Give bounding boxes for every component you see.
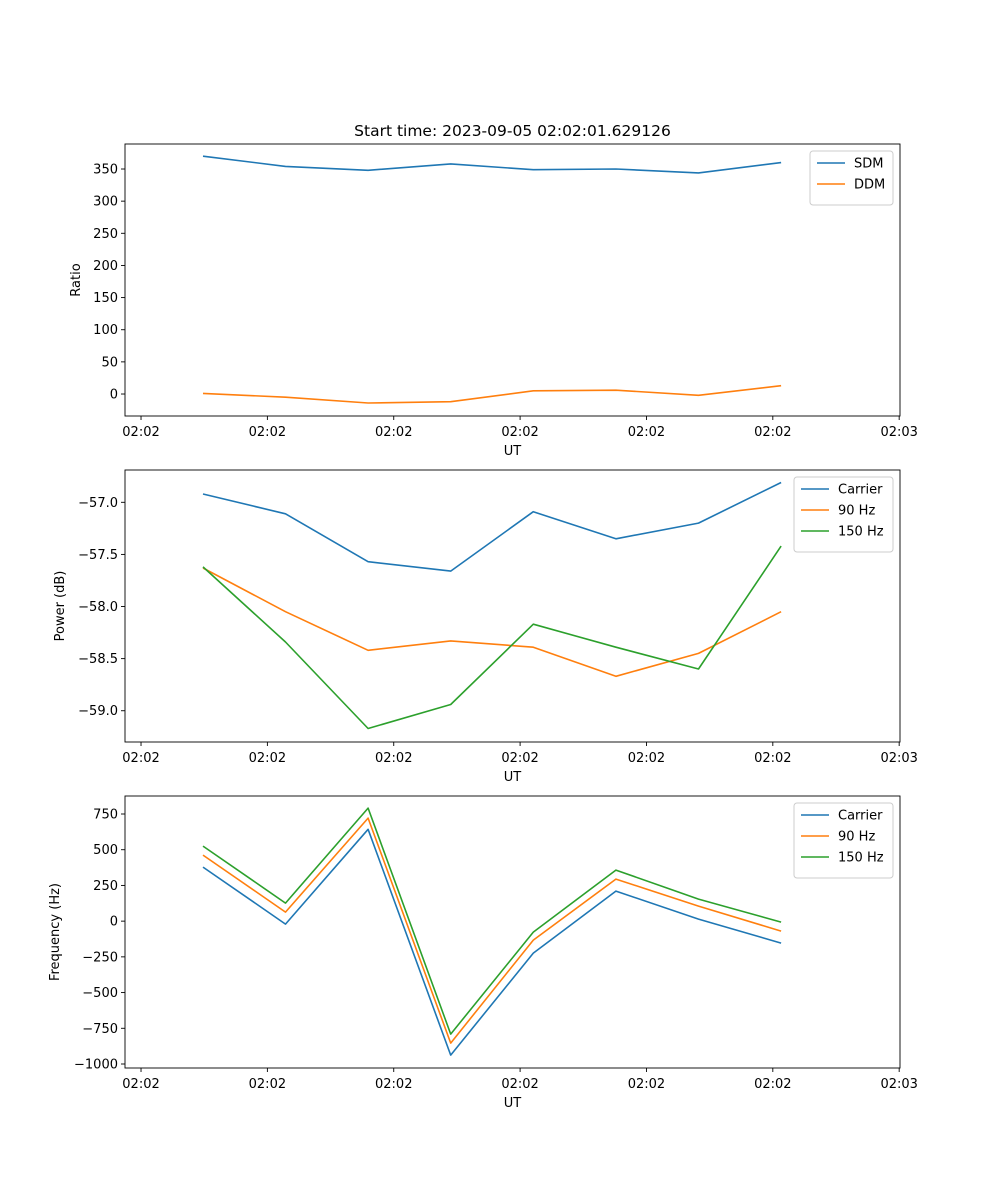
x-tick-label: 02:02	[628, 425, 665, 440]
series-line-ddm	[202, 384, 782, 404]
legend-label: 150 Hz	[838, 851, 884, 866]
legend-box	[793, 802, 894, 879]
y-tick-label: −59.0	[78, 704, 118, 719]
legend-label: 150 Hz	[838, 525, 884, 540]
x-tick-label: 02:02	[754, 1077, 791, 1092]
y-tick-label: 250	[93, 879, 118, 894]
legend: Carrier 90 Hz 150 Hz	[793, 476, 894, 553]
x-tick-label: 02:02	[501, 425, 538, 440]
legend-label: 90 Hz	[838, 504, 875, 519]
y-tick-label: −750	[82, 1022, 118, 1037]
y-axis-label: Frequency (Hz)	[48, 883, 63, 981]
y-tick-label: −1000	[74, 1058, 118, 1073]
x-tick-label: 02:02	[754, 751, 791, 766]
y-tick-label: 500	[93, 843, 118, 858]
x-tick-label: 02:02	[628, 1077, 665, 1092]
axes-frame	[124, 469, 901, 743]
y-tick-label: 750	[93, 808, 118, 823]
y-axis-label: Ratio	[69, 263, 84, 296]
subplot-1: Start time: 2023-09-05 02:02:01.62912602…	[69, 122, 918, 459]
y-tick-label: 100	[93, 323, 118, 338]
x-tick-label: 02:02	[375, 751, 412, 766]
y-tick-label: 150	[93, 291, 118, 306]
x-tick-label: 02:02	[754, 425, 791, 440]
series-line-carrier	[202, 828, 782, 1056]
subplot-3: 02:02 02:02 02:02 02:02 02:02 02:02 02:03 −1000…	[48, 795, 918, 1111]
axes-frame	[124, 795, 901, 1069]
x-tick-label: 02:02	[249, 425, 286, 440]
x-tick-label: 02:02	[122, 751, 159, 766]
x-tick-label: 02:02	[249, 751, 286, 766]
y-tick-label: 50	[101, 355, 118, 370]
y-tick-label: −58.5	[78, 652, 118, 667]
x-tick-label: 02:03	[880, 1077, 917, 1092]
x-axis-label: UT	[504, 1096, 522, 1111]
y-tick-label: 250	[93, 227, 118, 242]
x-tick-label: 02:03	[880, 425, 917, 440]
chart-title: Start time: 2023-09-05 02:02:01.629126	[354, 122, 671, 140]
y-tick-label: −500	[82, 986, 118, 1001]
legend-box	[809, 150, 894, 206]
legend-label: 90 Hz	[838, 830, 875, 845]
y-tick-label: −250	[82, 950, 118, 965]
legend-label: Carrier	[838, 809, 883, 824]
x-axis-label: UT	[504, 444, 522, 459]
y-tick-label: 0	[110, 388, 118, 403]
x-axis-label: UT	[504, 770, 522, 785]
x-tick-label: 02:02	[501, 1077, 538, 1092]
x-tick-label: 02:02	[375, 1077, 412, 1092]
y-tick-label: 300	[93, 195, 118, 210]
y-tick-label: 200	[93, 259, 118, 274]
y-tick-label: 0	[110, 915, 118, 930]
y-tick-label: 350	[93, 163, 118, 178]
series-line-150-hz	[202, 807, 782, 1035]
x-tick-label: 02:02	[122, 1077, 159, 1092]
x-tick-label: 02:02	[375, 425, 412, 440]
series-line-150-hz	[202, 545, 782, 730]
y-axis-label: Power (dB)	[53, 571, 68, 642]
legend: Carrier 90 Hz 150 Hz	[793, 802, 894, 879]
legend-label: Carrier	[838, 483, 883, 498]
x-tick-label: 02:03	[880, 751, 917, 766]
legend-label: DDM	[854, 178, 885, 193]
legend-label: SDM	[854, 157, 883, 172]
series-line-90-hz	[202, 567, 782, 678]
x-tick-label: 02:02	[501, 751, 538, 766]
legend: SDM DDM	[809, 150, 894, 206]
series-line-carrier	[202, 481, 782, 572]
series-line-sdm	[202, 155, 782, 174]
y-tick-label: −57.5	[78, 548, 118, 563]
x-tick-label: 02:02	[628, 751, 665, 766]
y-tick-label: −58.0	[78, 600, 118, 615]
legend-box	[793, 476, 894, 553]
subplot-2: 02:02 02:02 02:02 02:02 02:02 02:02 02:03 −59.0…	[53, 469, 918, 785]
series-line-90-hz	[202, 817, 782, 1044]
y-tick-label: −57.0	[78, 496, 118, 511]
x-tick-label: 02:02	[249, 1077, 286, 1092]
axes-frame	[124, 143, 901, 417]
x-tick-label: 02:02	[122, 425, 159, 440]
